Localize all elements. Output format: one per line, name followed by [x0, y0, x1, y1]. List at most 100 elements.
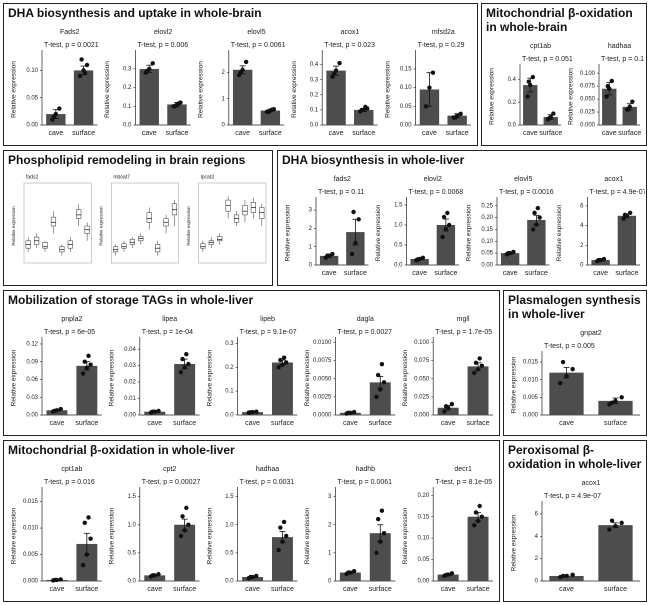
chart-title: hadhb [356, 466, 376, 473]
x-tick-label: surface [615, 270, 638, 277]
data-point [442, 409, 447, 414]
chart-title: elovl2 [424, 176, 442, 183]
annotation: T-test, p = 0.29 [418, 42, 465, 49]
data-point [596, 257, 601, 263]
chart-title: acox1 [604, 176, 623, 183]
y-tick-label: 0.0 [310, 123, 319, 129]
annotation: T-test, p = 0.11 [318, 189, 364, 196]
data-point [564, 373, 569, 379]
data-point [172, 104, 178, 109]
y-axis-label: Relative expression [11, 507, 18, 564]
y-tick-label: 0.20 [418, 493, 430, 499]
y-tick-label: 0.025 [580, 110, 596, 116]
data-point [525, 94, 530, 99]
x-tick-label: surface [604, 586, 627, 593]
y-axis-label: Relative expression [291, 61, 298, 118]
data-point [453, 115, 458, 120]
y-tick-label: 0 [328, 579, 332, 585]
annotation: T-test, p = 0.051 [522, 56, 573, 63]
data-point [619, 520, 624, 526]
annotation: T-test, p = 0.1 [601, 56, 644, 63]
y-tick-label: 0.03 [124, 363, 136, 369]
box [121, 243, 127, 249]
bar [500, 253, 520, 265]
charts: pnpla2 T-test, p = 6e-05 Relative expressi… [11, 316, 493, 427]
x-tick-label: cave [602, 130, 617, 137]
data-point [627, 210, 633, 216]
panel: Mitochondrial β-oxidation in whole-brain… [481, 3, 647, 146]
data-point [281, 519, 287, 525]
data-point [472, 523, 477, 528]
data-point [281, 355, 287, 360]
annotation: T-test, p = 4.9e-07 [590, 189, 646, 196]
data-point [280, 539, 285, 544]
data-point [248, 410, 253, 415]
annotation: T-test, p = 0.005 [544, 343, 595, 350]
y-tick-label: 0 [580, 263, 584, 269]
box [208, 240, 214, 245]
annotation: T-test, p = 0.00027 [142, 479, 201, 486]
y-axis-label: Relative expression [402, 349, 409, 406]
chart-title: elovl5 [514, 176, 532, 183]
data-point [363, 104, 368, 110]
x-tick-label: surface [352, 130, 375, 137]
bar [617, 215, 637, 265]
bar [598, 525, 633, 581]
bar [76, 365, 98, 415]
data-point [84, 552, 90, 557]
y-tick-label: 0.00 [481, 263, 493, 269]
data-point [446, 222, 452, 228]
y-axis-label: Relative expression [402, 507, 409, 564]
chart-title: hadhaa [608, 43, 631, 50]
box [50, 216, 57, 227]
data-point [351, 209, 356, 215]
y-tick-label: 0.09 [26, 359, 38, 365]
annotation: T-test, p = 0.016 [44, 479, 95, 486]
x-tick-label: surface [369, 586, 392, 593]
data-point [526, 79, 532, 84]
data-point [530, 74, 536, 80]
y-tick-label: 0.050 [414, 376, 430, 382]
y-axis-label: Relative expression [198, 61, 205, 118]
y-tick-label: 0.10 [400, 85, 412, 91]
bar [144, 575, 166, 581]
panel-title: Mitochondrial β-oxidation in whole-liver [8, 443, 235, 457]
data-point [84, 62, 90, 68]
y-tick-label: 1 [309, 244, 313, 250]
y-tick-label: 0 [309, 263, 313, 269]
box [146, 212, 152, 223]
y-tick-label: 0.005 [23, 552, 39, 558]
y-tick-label: 0.2 [225, 365, 234, 371]
data-point [375, 516, 381, 522]
y-tick-label: 0.15 [418, 514, 430, 520]
data-point [535, 205, 541, 211]
y-axis-label: Relative expression [99, 206, 104, 246]
data-point [359, 107, 365, 113]
data-point [530, 227, 536, 232]
data-point [605, 83, 611, 89]
bar [419, 89, 440, 125]
data-point [156, 572, 161, 577]
x-tick-label: surface [344, 270, 367, 277]
y-tick-label: 0.1 [310, 107, 319, 113]
y-tick-label: 0.00 [418, 579, 430, 585]
y-tick-label: 0.4 [310, 62, 319, 68]
y-axis-label: Relative expression [489, 68, 496, 125]
y-tick-label: 0.20 [481, 215, 493, 221]
y-tick-label: 0.0 [127, 579, 136, 585]
data-point [479, 514, 485, 519]
y-axis-label: Relative expression [109, 507, 116, 564]
x-tick-label: cave [343, 586, 358, 593]
annotation: T-test, p = 6e-05 [44, 329, 95, 336]
y-tick-label: 0.025 [414, 394, 430, 400]
y-axis-label: Relative expression [556, 204, 563, 261]
panel: Plasmalogen synthesis in whole-liver gnpa… [503, 290, 647, 436]
data-point [379, 362, 385, 367]
bar [369, 533, 391, 581]
y-tick-label: 0.5 [225, 550, 234, 556]
chart-title: dagla [357, 316, 374, 323]
data-point [378, 539, 383, 544]
data-point [325, 253, 330, 259]
x-tick-label: cave [147, 586, 162, 593]
bar [326, 70, 346, 125]
